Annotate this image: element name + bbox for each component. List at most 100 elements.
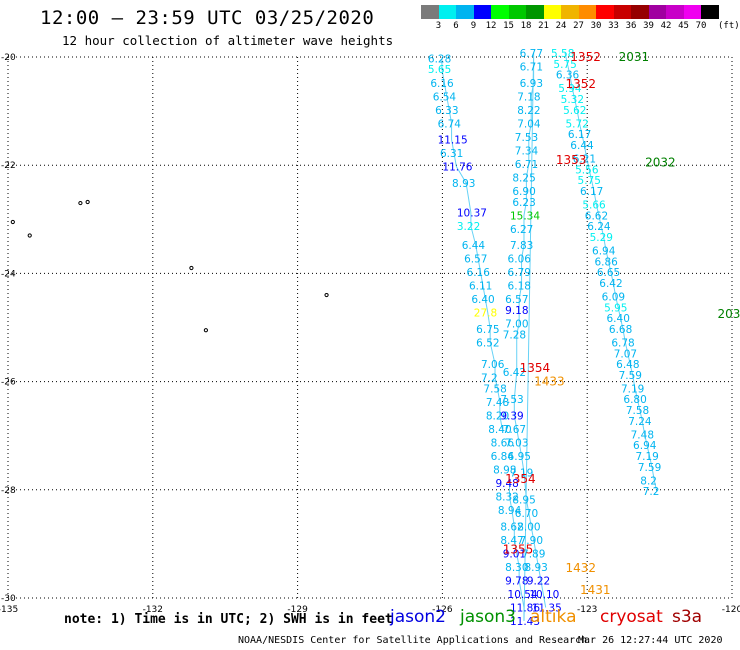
track-time-label: 2033 <box>718 307 740 321</box>
island-outline <box>10 219 15 225</box>
wave-height-value: 7.19 <box>510 467 533 479</box>
wave-height-value: 8.66 <box>491 438 515 450</box>
satellite-name: cryosat <box>600 607 663 627</box>
wave-height-value: 8.22 <box>517 105 540 117</box>
lon-label: -126 <box>432 605 453 615</box>
wave-height-value: 8.93 <box>452 178 475 190</box>
lon-label: -132 <box>143 605 163 615</box>
track-time-label: 1353 <box>556 153 587 167</box>
satellite-name: altika <box>530 607 577 627</box>
wave-height-value: 6.27 <box>510 224 533 236</box>
wave-height-value: 7.59 <box>619 370 642 382</box>
color-swatch <box>526 5 544 19</box>
grid-lines <box>7 56 733 599</box>
wave-height-value: 6.79 <box>508 267 531 279</box>
wave-height-value: 6.70 <box>515 508 538 520</box>
wave-height-value: 6.94 <box>633 440 657 452</box>
color-bar <box>421 5 719 19</box>
island-outline <box>189 265 194 271</box>
lon-label: -135 <box>0 605 18 615</box>
islands <box>10 199 329 333</box>
axis-labels: -20 -22 -24 -26 -28 -30-135 -132 -129 -126 -123 -1… <box>0 53 740 615</box>
wave-height-value: 5.75 <box>578 175 601 187</box>
satellite-name: jason2 <box>390 607 446 627</box>
track-line <box>564 52 658 492</box>
wave-height-value: 11.86 <box>510 603 540 615</box>
track-time-label: 1433 <box>534 375 565 389</box>
color-swatch <box>508 5 526 19</box>
wave-height-value: 6.42 <box>599 278 622 290</box>
wave-height-value: 7.2 <box>643 486 660 498</box>
wave-height-value: 8.00 <box>517 521 540 533</box>
wave-height-value: 7.58 <box>483 383 506 395</box>
wave-height-value: 8.30 <box>505 562 528 574</box>
color-swatch <box>578 5 596 19</box>
map-subtitle: 12 hour collection of altimeter wave hei… <box>62 33 394 48</box>
wave-height-value: 7.90 <box>520 535 543 547</box>
satellite-name: jason3 <box>460 607 516 627</box>
wave-height-value: 6.17 <box>568 129 591 141</box>
wave-height-value: 8.62 <box>500 521 523 533</box>
color-bar-label: 3 <box>435 21 442 31</box>
wave-height-value: 6.74 <box>438 118 462 130</box>
track-line <box>508 52 547 622</box>
color-bar-label: 12 <box>485 21 497 31</box>
lon-label: -120 <box>722 605 740 615</box>
wave-height-value: 7.04 <box>517 118 541 130</box>
lon-label: -123 <box>577 605 597 615</box>
wave-height-value: 8.2 <box>640 475 657 487</box>
color-bar-label: 70 <box>695 21 707 31</box>
wave-height-value: 6.71 <box>520 62 543 74</box>
island-outline <box>203 328 208 333</box>
color-swatch <box>456 5 474 19</box>
wave-height-value: 7.67 <box>503 424 526 436</box>
island-outline <box>324 292 329 298</box>
wave-height-value: 8.25 <box>512 172 535 184</box>
lon-label: -129 <box>287 605 308 615</box>
wave-height-value: 6.77 <box>520 48 543 60</box>
color-swatch <box>631 5 649 19</box>
color-swatch <box>491 5 509 19</box>
wave-height-value: 7.2 <box>481 373 498 385</box>
wave-height-value: 7.00 <box>505 319 528 331</box>
wave-height-value: 5.62 <box>563 105 586 117</box>
wave-height-value: 6.93 <box>520 78 543 90</box>
wave-height-value: 6.78 <box>611 337 634 349</box>
wave-height-value: 7.53 <box>515 132 538 144</box>
wave-height-value: 6.28 <box>428 53 451 65</box>
wave-height-value: 6.95 <box>508 451 531 463</box>
color-swatch <box>421 5 439 19</box>
wave-height-value: 6.24 <box>587 221 611 233</box>
wave-height-value: 9.18 <box>505 305 528 317</box>
island-outline <box>85 199 90 205</box>
track-time-label: 1431 <box>580 583 611 597</box>
color-swatch <box>666 5 684 19</box>
wave-height-value: 8.32 <box>495 492 518 504</box>
wave-height-value: 6.21 <box>573 153 596 165</box>
wave-height-value: 9.78 <box>505 575 528 587</box>
wave-height-value: 6.16 <box>467 267 491 279</box>
color-bar-label: 45 <box>678 21 689 31</box>
track-time-label: 1352 <box>570 50 601 64</box>
wave-height-value: 6.75 <box>476 324 499 336</box>
map-title: 12:00 – 23:59 UTC 03/25/2020 <box>40 7 375 29</box>
color-swatch <box>473 5 491 19</box>
wave-height-value: 10.54 <box>508 589 538 601</box>
track-time-label: 1432 <box>565 561 596 575</box>
color-bar-label: 18 <box>520 21 532 31</box>
wave-height-value: 6.42 <box>503 367 526 379</box>
island-outline <box>27 233 32 238</box>
wave-height-value: 6.31 <box>440 148 463 160</box>
wave-height-value: 5.94 <box>558 83 582 95</box>
color-swatch <box>561 5 579 19</box>
wave-height-value: 10.37 <box>457 208 487 220</box>
color-bar-label: 21 <box>538 21 549 31</box>
wave-height-value: 8.94 <box>498 505 522 517</box>
wave-height-value: 6.06 <box>508 254 532 266</box>
wave-height-value: 6.44 <box>462 240 486 252</box>
wave-height-value: 8.93 <box>524 562 547 574</box>
wave-height-value: 6.48 <box>616 359 639 371</box>
wave-height-value: 7.58 <box>626 405 649 417</box>
wave-height-value: 7.89 <box>522 548 545 560</box>
wave-height-value: 7.19 <box>635 451 658 463</box>
